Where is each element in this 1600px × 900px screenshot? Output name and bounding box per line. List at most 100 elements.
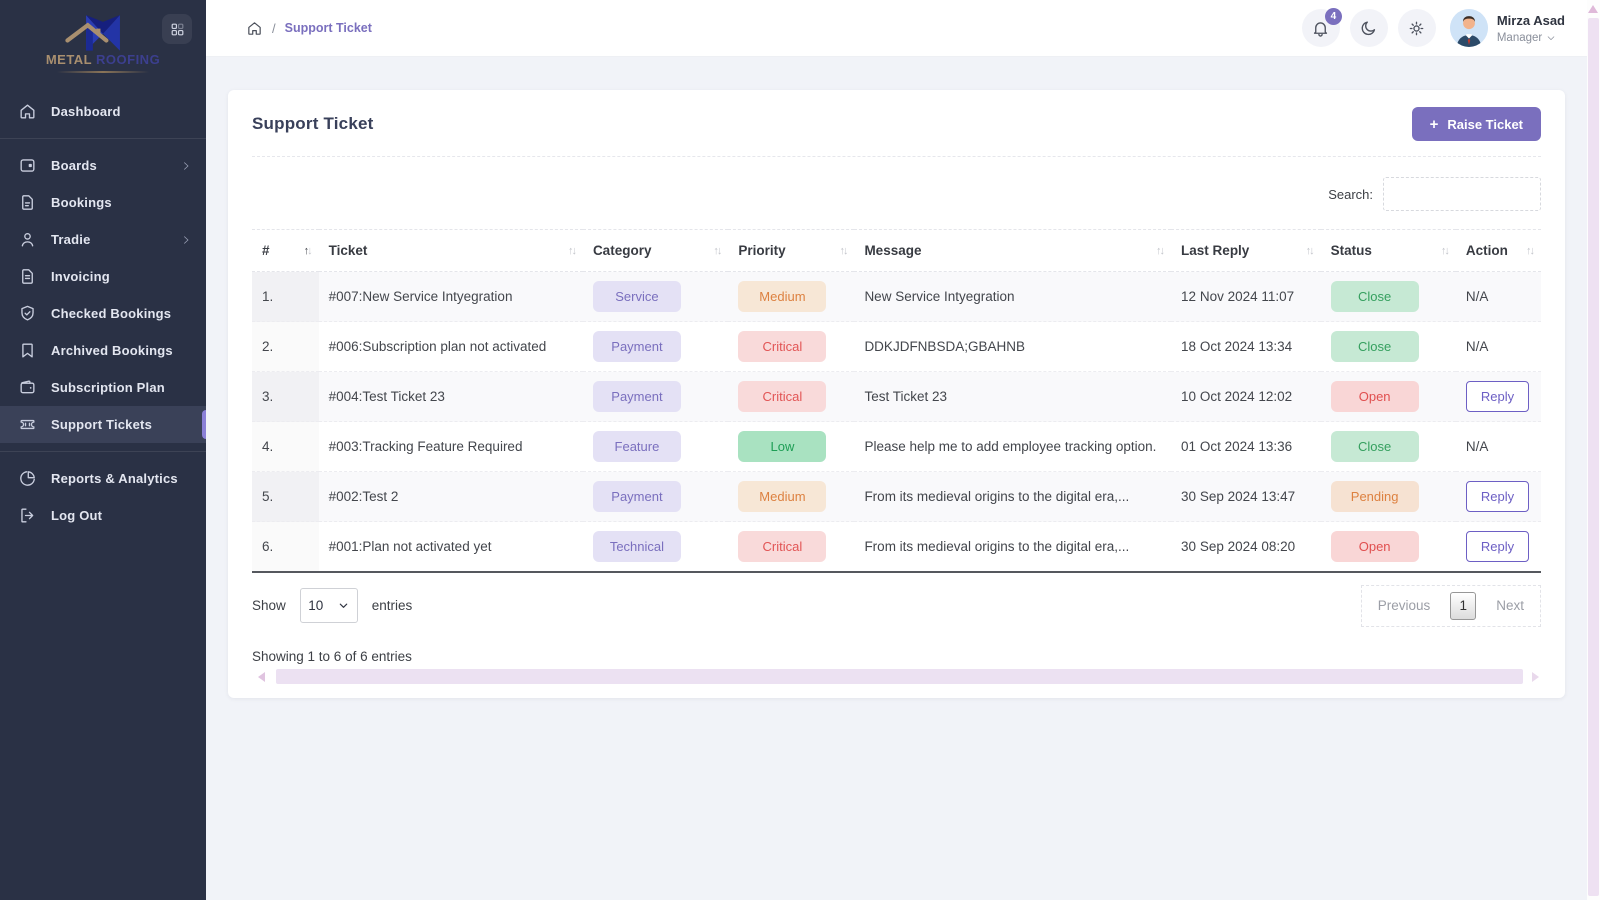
brand-tagline-rule [57,71,149,73]
priority-badge: Critical [738,331,827,362]
raise-ticket-button[interactable]: + Raise Ticket [1411,107,1541,141]
dark-mode-button[interactable] [1349,9,1388,47]
nav-item-label: Support Tickets [51,417,153,432]
priority-badge: Critical [738,381,827,412]
ticket-cell: #003:Tracking Feature Required [318,421,583,472]
ticket-cell: #004:Test Ticket 23 [318,371,583,422]
logout-icon [18,506,37,525]
nav-item-label: Invoicing [51,269,110,284]
bookmark-icon [18,341,37,360]
action-cell: Reply [1455,521,1541,572]
reply-button[interactable]: Reply [1465,530,1530,562]
action-cell: Reply [1455,471,1541,522]
status-badge: Close [1330,331,1419,362]
column-header-action[interactable]: Action ↑↓ [1455,229,1541,272]
column-header-category[interactable]: Category ↑↓ [582,229,729,272]
action-cell: Reply [1455,371,1541,422]
nav-item-label: Log Out [51,508,103,523]
category-badge: Technical [592,530,681,562]
column-header-status[interactable]: Status ↑↓ [1320,229,1456,272]
sidebar-item-subscription-plan[interactable]: Subscription Plan [0,369,206,406]
column-label: Last Reply [1181,243,1250,258]
sort-icon: ↑↓ [839,244,848,257]
search-input[interactable] [1383,177,1541,211]
row-index: 6. [252,521,319,572]
status-cell: Pending [1320,471,1456,522]
column-label: Ticket [328,243,368,258]
vertical-scrollbar-thumb[interactable] [1588,18,1599,896]
row-index: 5. [252,471,319,522]
message-cell: Test Ticket 23 [854,371,1172,422]
page-size-select[interactable]: 10 [299,588,358,623]
chevron-right-icon [180,234,192,246]
user-icon [18,230,37,249]
sidebar-item-support-tickets[interactable]: Support Tickets [0,406,206,443]
sidebar-item-invoicing[interactable]: Invoicing [0,258,206,295]
breadcrumb-current[interactable]: Support Ticket [284,21,372,35]
sidebar-toggle-button[interactable] [162,14,192,44]
table-row: 3. #004:Test Ticket 23 Payment Critical Test… [252,371,1541,422]
priority-cell: Critical [728,371,855,422]
current-page-button[interactable]: 1 [1450,591,1477,620]
priority-cell: Medium [728,271,855,322]
status-cell: Open [1320,371,1456,422]
main-content: Support Ticket + Raise Ticket Search: # ↑… [206,57,1587,900]
sidebar-item-boards[interactable]: Boards [0,147,206,184]
ticket-icon [18,415,37,434]
column-label: Priority [738,243,786,258]
column-header-priority[interactable]: Priority ↑↓ [728,229,855,272]
column-label: Action [1465,243,1508,258]
avatar [1449,9,1488,47]
message-cell: New Service Intyegration [854,271,1172,322]
nav-item-label: Bookings [51,195,112,210]
nav-item-label: Reports & Analytics [51,471,178,486]
moon-icon [1359,19,1378,38]
doc-icon [18,193,37,212]
nav-item-label: Dashboard [51,104,121,119]
sidebar-item-tradie[interactable]: Tradie [0,221,206,258]
scroll-up-arrow-icon[interactable] [1588,5,1598,13]
last-reply-cell: 30 Sep 2024 13:47 [1171,471,1321,522]
priority-badge: Medium [738,281,827,312]
sidebar-item-bookings[interactable]: Bookings [0,184,206,221]
notifications-button[interactable]: 4 [1301,8,1342,47]
status-badge: Open [1330,381,1419,412]
table-body: 1. #007:New Service Intyegration Service Me… [252,271,1541,572]
settings-button[interactable] [1397,9,1436,47]
reply-button[interactable]: Reply [1465,381,1530,412]
shield-check-icon [18,304,37,323]
scroll-left-arrow-icon[interactable] [258,671,265,682]
support-ticket-card: Support Ticket + Raise Ticket Search: # ↑… [228,90,1565,698]
table-row: 2. #006:Subscription plan not activated Pa… [252,321,1541,372]
status-cell: Close [1320,321,1456,372]
horizontal-scrollbar-thumb[interactable] [276,668,1523,684]
reply-button[interactable]: Reply [1465,481,1530,512]
sidebar-item-reports-analytics[interactable]: Reports & Analytics [0,460,206,497]
column-header-message[interactable]: Message ↑↓ [854,229,1172,272]
column-header-ticket[interactable]: Ticket ↑↓ [318,229,583,272]
next-page-button[interactable]: Next [1496,598,1524,613]
sidebar-item-archived-bookings[interactable]: Archived Bookings [0,332,206,369]
nav-item-label: Archived Bookings [51,343,173,358]
table-row: 1. #007:New Service Intyegration Service Me… [252,271,1541,322]
priority-cell: Low [728,421,855,472]
column-label: # [262,243,270,258]
column-header-num[interactable]: # ↑↓ [252,229,319,272]
home-icon [18,102,37,121]
priority-cell: Critical [728,321,855,372]
message-cell: Please help me to add employee tracking … [854,421,1172,472]
sidebar-item-checked-bookings[interactable]: Checked Bookings [0,295,206,332]
previous-page-button[interactable]: Previous [1377,598,1431,613]
nav-item-label: Checked Bookings [51,306,172,321]
column-label: Status [1330,243,1372,258]
column-header-last-reply[interactable]: Last Reply ↑↓ [1171,229,1321,272]
scroll-right-arrow-icon[interactable] [1532,671,1539,682]
breadcrumb-separator: / [272,20,276,36]
user-menu[interactable]: Mirza Asad Manager [1449,9,1565,47]
sidebar-item-dashboard[interactable]: Dashboard [0,93,206,130]
category-cell: Payment [582,471,729,522]
brand-logo[interactable]: METAL ROOFING [43,10,163,73]
sidebar-item-log-out[interactable]: Log Out [0,497,206,534]
home-icon[interactable] [246,20,263,37]
action-cell: N/A [1455,271,1541,322]
